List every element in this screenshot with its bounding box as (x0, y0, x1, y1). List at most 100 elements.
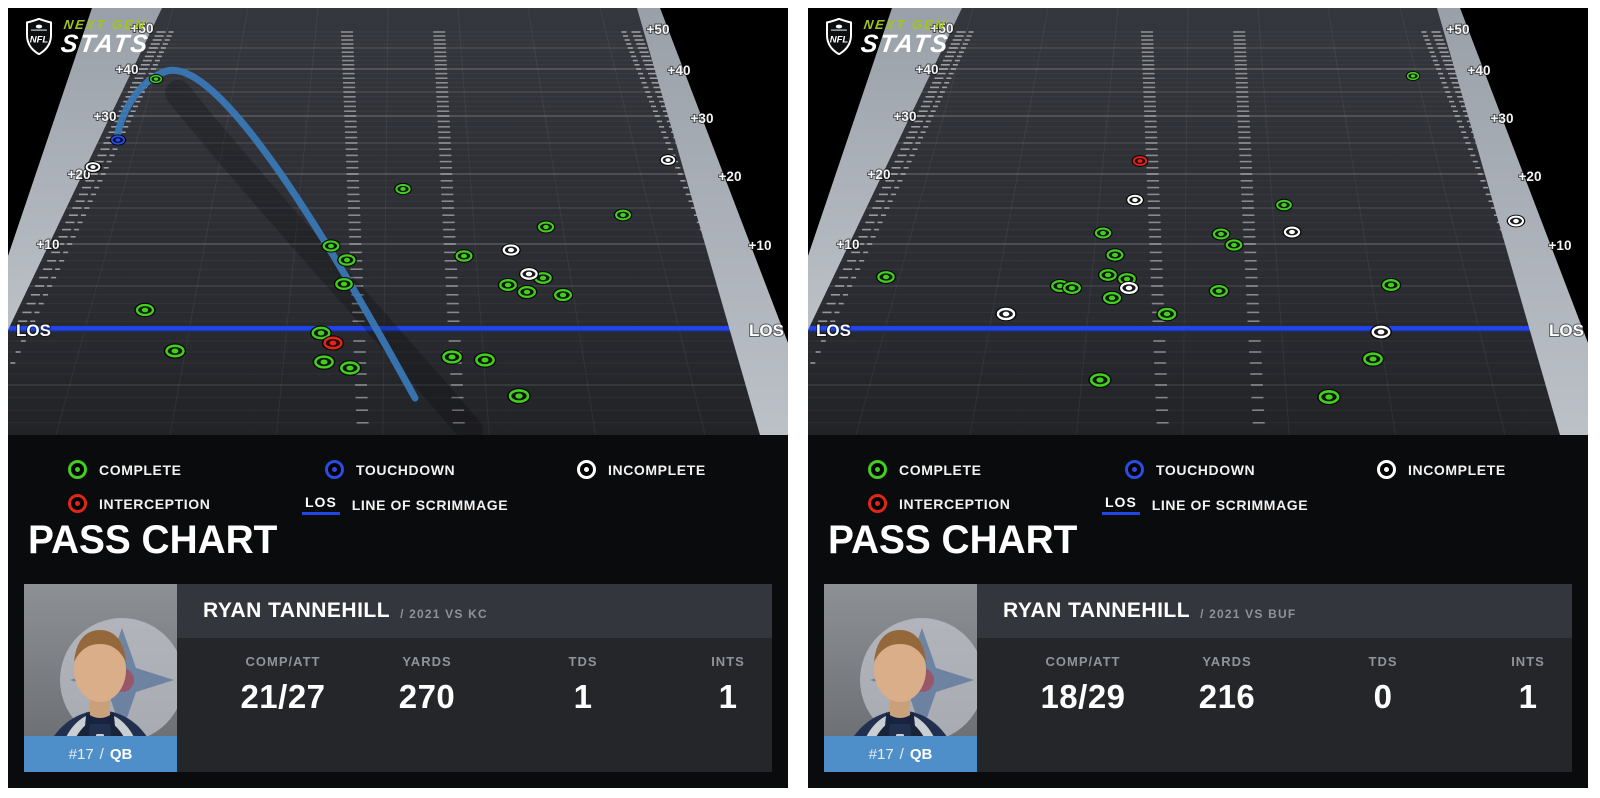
logo-text: NEXT GEN STATS (59, 17, 153, 58)
svg-text:+10: +10 (749, 238, 772, 253)
stat-ints: INTS 1 (1511, 654, 1545, 715)
jersey-number-bar: #17 / QB (824, 736, 977, 772)
legend-incomplete-label: INCOMPLETE (1408, 461, 1506, 478)
svg-text:LOS: LOS (1549, 321, 1584, 340)
svg-text:+10: +10 (837, 237, 860, 252)
pass-chart-panel-buf: +50 +40 +30 +20 +10 +50 +40 +30 +20 +10 LOS LOS NFL… (808, 8, 1588, 788)
field-svg: +50 +40 +30 +20 +10 +50 +40 +30 +20 +10 LOS LOS (8, 8, 788, 435)
los-badge: LOS (1102, 494, 1140, 515)
field-kc: +50 +40 +30 +20 +10 +50 +40 +30 +20 +10 LOS LOS (8, 8, 788, 435)
svg-text:+40: +40 (916, 62, 939, 77)
svg-text:+40: +40 (668, 63, 691, 78)
stats-row: COMP/ATT 21/27 YARDS 270 TDS 1 INTS 1 (177, 638, 772, 772)
player-headshot: #17 / QB (824, 584, 977, 772)
game-context: / 2021 VS KC (400, 606, 488, 621)
legend-touchdown-label: TOUCHDOWN (356, 461, 456, 478)
touchdown-dot-icon (325, 460, 344, 479)
legend-los-label: LINE OF SCRIMMAGE (351, 496, 509, 513)
svg-text:+50: +50 (1447, 22, 1470, 37)
svg-text:+20: +20 (868, 167, 891, 182)
svg-text:+20: +20 (68, 167, 91, 182)
svg-text:+40: +40 (1468, 63, 1491, 78)
stat-yards: YARDS 216 (1198, 654, 1256, 715)
legend-complete: COMPLETE (868, 460, 982, 479)
pass-chart-panel-kc: +50 +40 +30 +20 +10 +50 +40 +30 +20 +10 LOS LOS NFL… (8, 8, 788, 788)
legend-complete-label: COMPLETE (99, 461, 182, 478)
legend-touchdown-label: TOUCHDOWN (1156, 461, 1256, 478)
number-separator: / (899, 745, 904, 763)
player-position: QB (109, 745, 133, 763)
legend-complete: COMPLETE (68, 460, 182, 479)
nfl-shield-icon: NFL (826, 18, 852, 55)
page-title: PASS CHART (28, 518, 278, 562)
legend-touchdown: TOUCHDOWN (1125, 460, 1255, 479)
logo-text: NEXT GEN STATS (859, 17, 953, 58)
svg-text:LOS: LOS (749, 321, 784, 340)
legend-touchdown: TOUCHDOWN (325, 460, 455, 479)
svg-text:+20: +20 (719, 169, 742, 184)
svg-text:+10: +10 (1549, 238, 1572, 253)
svg-text:NFL: NFL (30, 35, 49, 46)
card-main: RYAN TANNEHILL / 2021 VS BUF COMP/ATT 18… (977, 584, 1572, 772)
legend-incomplete-label: INCOMPLETE (608, 461, 706, 478)
stat-tds: TDS 1 (568, 654, 598, 715)
complete-dot-icon (68, 460, 87, 479)
stat-comp-att: COMP/ATT 21/27 (240, 654, 326, 715)
svg-text:+30: +30 (1491, 111, 1514, 126)
game-context: / 2021 VS BUF (1200, 606, 1297, 621)
player-headshot: #17 / QB (24, 584, 177, 772)
stat-yards: YARDS 270 (398, 654, 456, 715)
legend-los: LOS LINE OF SCRIMMAGE (1102, 494, 1308, 515)
number-separator: / (99, 745, 104, 763)
legend-incomplete: INCOMPLETE (1377, 460, 1506, 479)
svg-text:+30: +30 (94, 109, 117, 124)
jersey-number-bar: #17 / QB (24, 736, 177, 772)
incomplete-dot-icon (577, 460, 596, 479)
card-main: RYAN TANNEHILL / 2021 VS KC COMP/ATT 21/… (177, 584, 772, 772)
page-title: PASS CHART (828, 518, 1078, 562)
legend-interception-label: INTERCEPTION (899, 495, 1011, 512)
svg-text:+50: +50 (931, 21, 954, 36)
jersey-number: #17 (868, 745, 894, 763)
incomplete-dot-icon (1377, 460, 1396, 479)
svg-text:LOS: LOS (16, 321, 51, 340)
player-name: RYAN TANNEHILL (203, 599, 391, 622)
nfl-shield-icon: NFL (26, 18, 52, 55)
svg-text:+50: +50 (131, 21, 154, 36)
legend-incomplete: INCOMPLETE (577, 460, 706, 479)
field-svg: +50 +40 +30 +20 +10 +50 +40 +30 +20 +10 LOS LOS (808, 8, 1588, 435)
player-card-buf: #17 / QB RYAN TANNEHILL / 2021 VS BUF CO… (824, 584, 1572, 772)
svg-text:NFL: NFL (830, 35, 849, 46)
interception-dot-icon (68, 494, 87, 513)
interception-dot-icon (868, 494, 887, 513)
legend-interception-label: INTERCEPTION (99, 495, 211, 512)
card-header: RYAN TANNEHILL / 2021 VS KC (177, 584, 772, 638)
legend-interception: INTERCEPTION (868, 494, 1010, 513)
svg-text:+40: +40 (116, 62, 139, 77)
los-badge: LOS (302, 494, 340, 515)
player-name: RYAN TANNEHILL (1003, 599, 1191, 622)
svg-text:+10: +10 (37, 237, 60, 252)
svg-text:+50: +50 (647, 22, 670, 37)
stats-row: COMP/ATT 18/29 YARDS 216 TDS 0 INTS 1 (977, 638, 1572, 772)
next-gen-stats-logo: NFL NEXT GEN STATS (24, 17, 153, 58)
svg-text:+20: +20 (1519, 169, 1542, 184)
player-position: QB (909, 745, 933, 763)
jersey-number: #17 (68, 745, 94, 763)
stat-comp-att: COMP/ATT 18/29 (1040, 654, 1126, 715)
field-buf: +50 +40 +30 +20 +10 +50 +40 +30 +20 +10 LOS LOS (808, 8, 1588, 435)
svg-text:LOS: LOS (816, 321, 851, 340)
player-card-kc: #17 / QB RYAN TANNEHILL / 2021 VS KC COM… (24, 584, 772, 772)
legend-los-label: LINE OF SCRIMMAGE (1151, 496, 1309, 513)
legend-los: LOS LINE OF SCRIMMAGE (302, 494, 508, 515)
complete-dot-icon (868, 460, 887, 479)
stat-tds: TDS 0 (1368, 654, 1398, 715)
card-header: RYAN TANNEHILL / 2021 VS BUF (977, 584, 1572, 638)
stat-ints: INTS 1 (711, 654, 745, 715)
touchdown-dot-icon (1125, 460, 1144, 479)
legend-interception: INTERCEPTION (68, 494, 210, 513)
logo-stats: STATS (59, 30, 152, 58)
logo-stats: STATS (859, 30, 952, 58)
next-gen-stats-logo: NFL NEXT GEN STATS (824, 17, 953, 58)
